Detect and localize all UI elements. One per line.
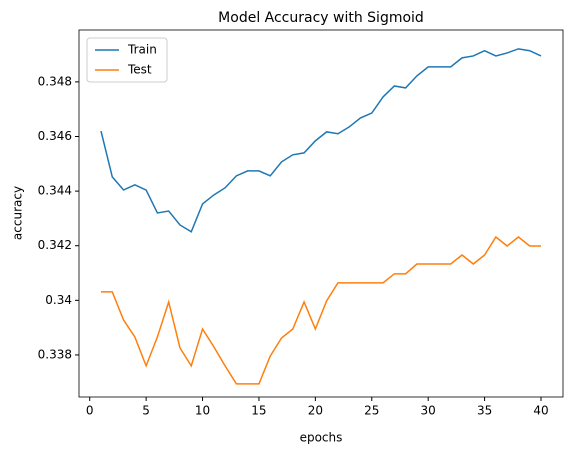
- y-tick-label: 0.34: [45, 293, 72, 307]
- legend-box: [86, 37, 168, 83]
- line-series: [100, 48, 542, 233]
- line-series: [101, 235, 541, 385]
- x-tick-label: 35: [477, 404, 492, 418]
- x-axis-label: epochs: [300, 431, 343, 445]
- chart-title: Model Accuracy with Sigmoid: [218, 10, 424, 26]
- plot-frame: [78, 29, 564, 398]
- x-tick-label: 5: [142, 404, 150, 418]
- x-tick-label: 10: [195, 404, 210, 418]
- x-tick-label: 0: [86, 404, 94, 418]
- x-tick-label: 30: [421, 404, 436, 418]
- y-axis-label: accuracy: [11, 186, 25, 240]
- legend-label: Train: [127, 43, 157, 57]
- x-tick-label: 40: [533, 404, 548, 418]
- y-tick-label: 0.338: [38, 347, 72, 361]
- y-tick-label: 0.342: [38, 238, 72, 252]
- x-tick-label: 20: [308, 404, 323, 418]
- x-tick-label: 15: [251, 404, 266, 418]
- legend-label: Test: [127, 63, 152, 77]
- y-tick-label: 0.348: [38, 74, 72, 88]
- y-tick-label: 0.344: [38, 184, 72, 198]
- y-tick-label: 0.346: [38, 129, 72, 143]
- x-tick-label: 25: [364, 404, 379, 418]
